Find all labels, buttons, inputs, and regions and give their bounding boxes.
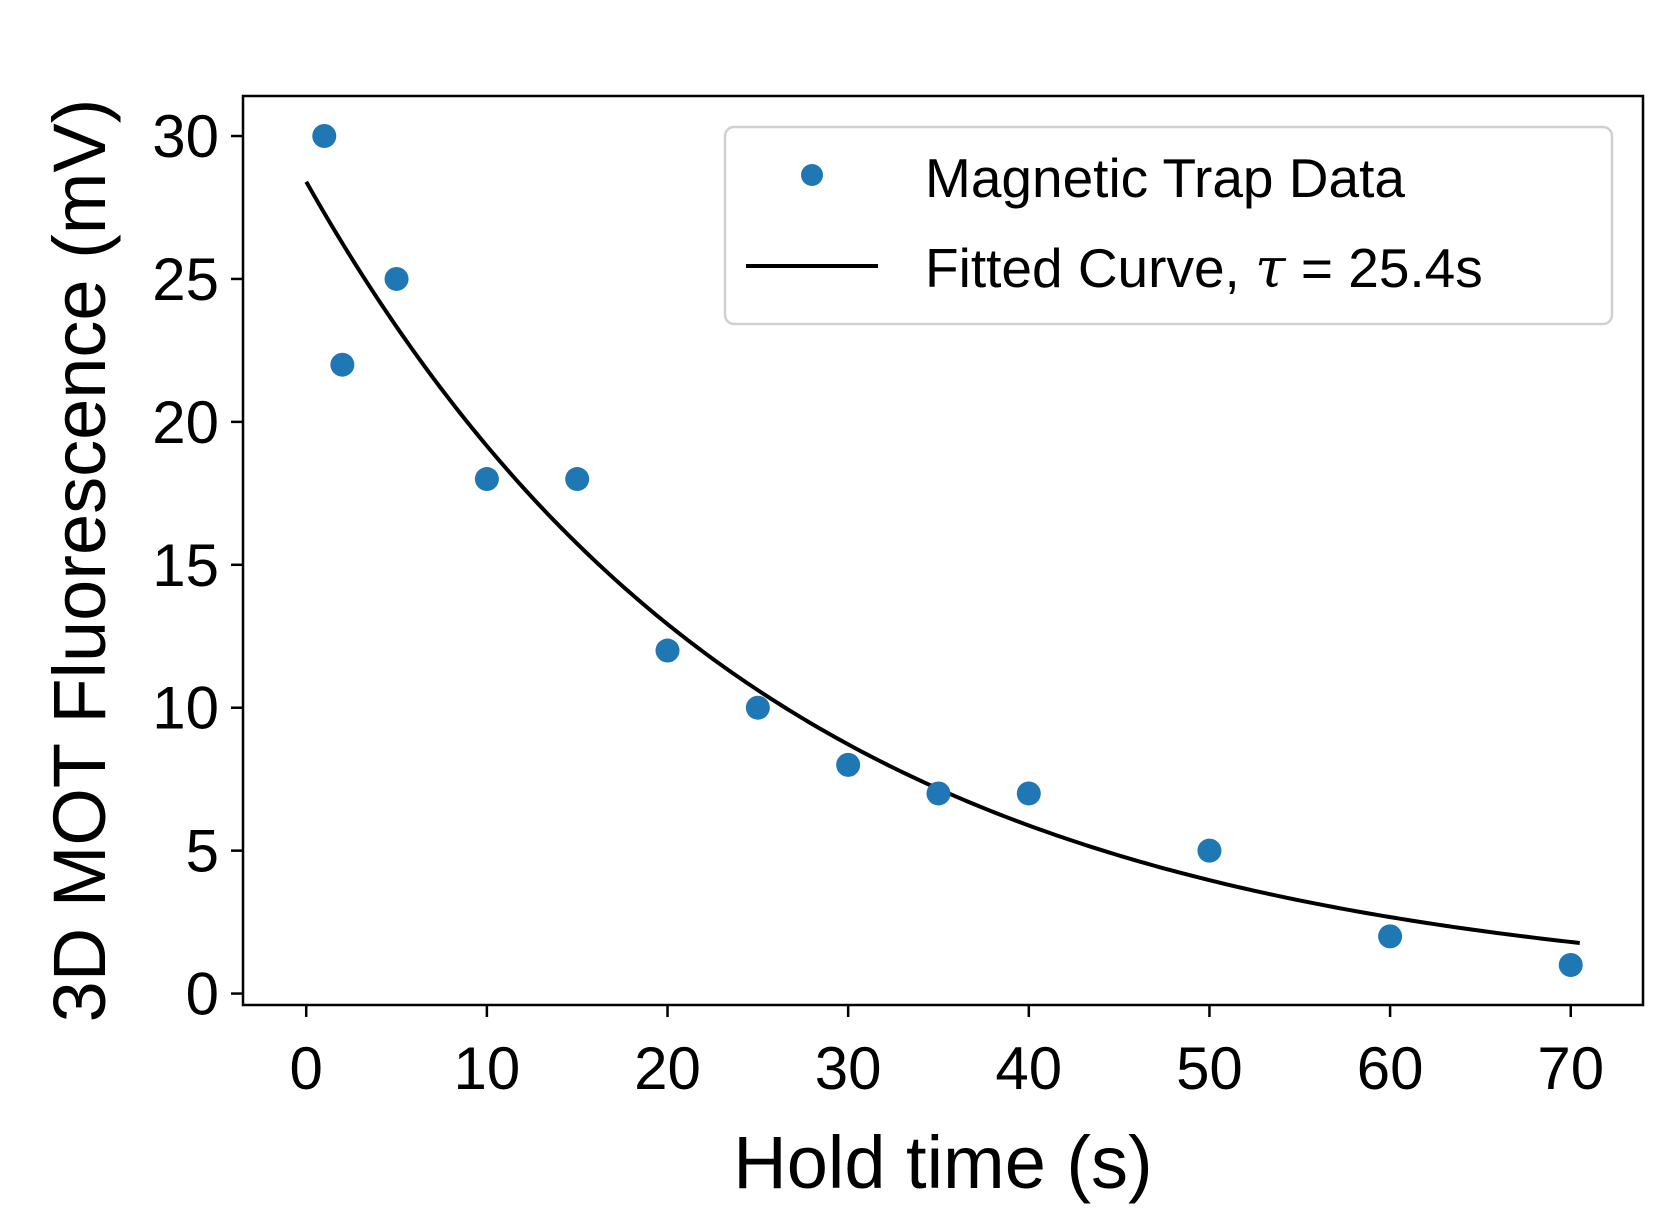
- legend-label-fit-tau: τ: [1255, 236, 1287, 300]
- data-point-1: [330, 352, 355, 377]
- legend-label-fit-suffix: = 25.4s: [1286, 237, 1483, 299]
- x-tick-label-10: 10: [453, 1035, 520, 1102]
- y-tick-label-25: 25: [152, 246, 219, 313]
- x-axis-label: Hold time (s): [733, 1121, 1152, 1204]
- data-point-7: [836, 752, 861, 777]
- y-tick-label-30: 30: [152, 103, 219, 170]
- y-tick-label-10: 10: [152, 675, 219, 742]
- legend: Magnetic Trap Data Fitted Curve, τ = 25.…: [723, 125, 1614, 326]
- data-point-6: [745, 695, 770, 720]
- data-point-3: [474, 467, 499, 492]
- y-tick-label-5: 5: [186, 818, 219, 885]
- x-tick-label-70: 70: [1537, 1035, 1604, 1102]
- y-tick-label-20: 20: [152, 389, 219, 456]
- data-point-8: [926, 781, 951, 806]
- y-axis-label: 3D MOT Fluorescence (mV): [38, 99, 121, 1023]
- data-point-10: [1197, 838, 1222, 863]
- y-tick-label-0: 0: [186, 961, 219, 1028]
- x-tick-label-20: 20: [634, 1035, 701, 1102]
- data-point-2: [384, 266, 409, 291]
- data-point-5: [655, 638, 680, 663]
- y-tick-label-15: 15: [152, 532, 219, 599]
- legend-label-fit-prefix: Fitted Curve,: [925, 237, 1255, 299]
- legend-label-fit: Fitted Curve, τ = 25.4s: [925, 236, 1483, 300]
- data-point-12: [1558, 952, 1583, 977]
- plot-frame: [241, 94, 1645, 1007]
- data-point-4: [565, 467, 590, 492]
- data-point-0: [312, 124, 337, 149]
- data-points-layer: [312, 124, 1583, 977]
- data-point-11: [1378, 924, 1403, 949]
- data-point-9: [1016, 781, 1041, 806]
- legend-marker-scatter: [801, 164, 823, 186]
- x-tick-label-50: 50: [1176, 1035, 1243, 1102]
- x-tick-label-0: 0: [290, 1035, 323, 1102]
- x-tick-label-40: 40: [995, 1035, 1062, 1102]
- legend-box: [723, 125, 1614, 326]
- x-tick-label-60: 60: [1357, 1035, 1424, 1102]
- ticks-layer: 0 10 20 30 40 50 60 70 0 5 10 15 20 25 30: [152, 103, 1604, 1102]
- x-tick-label-30: 30: [815, 1035, 882, 1102]
- legend-label-scatter: Magnetic Trap Data: [925, 147, 1405, 209]
